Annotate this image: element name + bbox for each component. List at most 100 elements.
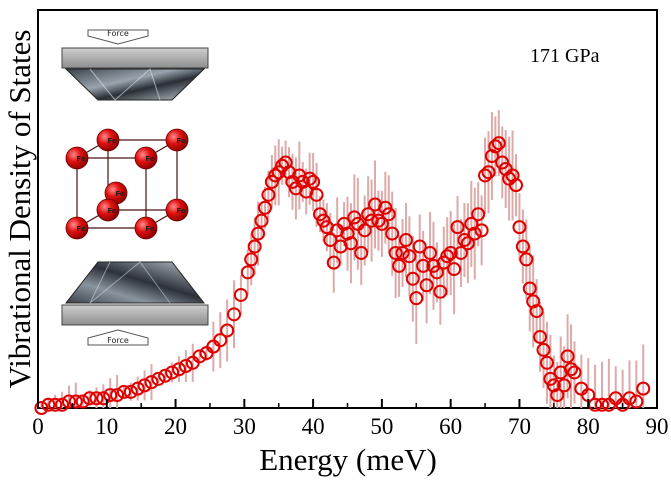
x-tick-label: 70 bbox=[508, 414, 531, 439]
data-point bbox=[405, 271, 420, 286]
data-point bbox=[423, 245, 438, 260]
data-point bbox=[192, 349, 207, 364]
data-point bbox=[488, 139, 503, 154]
data-point bbox=[550, 388, 565, 403]
data-point bbox=[158, 368, 173, 383]
fe-atom: Fe bbox=[165, 198, 189, 222]
data-point bbox=[557, 378, 572, 393]
data-point bbox=[306, 174, 321, 189]
x-tick-label: 10 bbox=[95, 414, 118, 439]
data-point bbox=[567, 365, 582, 380]
data-point bbox=[429, 265, 444, 280]
data-point bbox=[151, 371, 166, 386]
data-point bbox=[309, 187, 324, 202]
x-tick-label: 20 bbox=[164, 414, 187, 439]
fe-atom: Fe bbox=[65, 216, 89, 240]
data-point bbox=[402, 249, 417, 264]
fe-atoms: Fe Fe Fe Fe Fe Fe Fe Fe Fe bbox=[65, 128, 189, 240]
data-point bbox=[539, 355, 554, 370]
data-point bbox=[357, 223, 372, 238]
data-point bbox=[130, 381, 145, 396]
data-point bbox=[453, 245, 468, 260]
data-point bbox=[213, 333, 228, 348]
data-point bbox=[636, 381, 651, 396]
data-point bbox=[96, 391, 111, 406]
svg-text:Fe: Fe bbox=[115, 190, 124, 198]
data-point bbox=[68, 394, 83, 409]
svg-text:Fe: Fe bbox=[107, 207, 116, 215]
x-tick-label: 0 bbox=[32, 414, 44, 439]
data-point bbox=[103, 388, 118, 403]
x-axis-ticks: 0 10 20 30 40 50 60 70 80 90 bbox=[32, 399, 669, 439]
data-point bbox=[110, 388, 125, 403]
svg-text:Fe: Fe bbox=[145, 225, 154, 233]
data-point bbox=[594, 397, 609, 412]
x-tick-label: 50 bbox=[370, 414, 393, 439]
data-point bbox=[416, 258, 431, 273]
data-point bbox=[343, 236, 358, 251]
x-axis-label: Energy (meV) bbox=[259, 442, 437, 477]
x-tick-label: 80 bbox=[577, 414, 600, 439]
data-point bbox=[354, 245, 369, 260]
fe-atom: Fe bbox=[165, 128, 189, 152]
bottom-plate bbox=[61, 304, 209, 326]
bottom-diamond bbox=[64, 261, 206, 304]
data-point bbox=[116, 384, 131, 399]
data-point bbox=[481, 165, 496, 180]
data-point bbox=[82, 391, 97, 406]
data-point bbox=[512, 220, 527, 235]
x-tick-label: 30 bbox=[233, 414, 256, 439]
data-point bbox=[457, 233, 472, 248]
data-point bbox=[509, 178, 524, 193]
force-arrow-bottom bbox=[87, 329, 149, 346]
data-point bbox=[409, 291, 424, 306]
x-tick-label: 40 bbox=[302, 414, 325, 439]
data-point bbox=[385, 226, 400, 241]
data-point bbox=[178, 359, 193, 374]
svg-text:Fe: Fe bbox=[76, 225, 85, 233]
data-point bbox=[388, 245, 403, 260]
data-point bbox=[123, 384, 138, 399]
data-point bbox=[522, 281, 537, 296]
data-point bbox=[89, 391, 104, 406]
data-point bbox=[536, 342, 551, 357]
pressure-annotation: 171 GPa bbox=[530, 45, 600, 67]
data-point bbox=[254, 213, 269, 228]
svg-text:Fe: Fe bbox=[176, 137, 185, 145]
bcc-lattice bbox=[76, 139, 178, 229]
force-arrow-top bbox=[87, 29, 149, 45]
data-point bbox=[491, 136, 506, 151]
data-point bbox=[440, 249, 455, 264]
data-point bbox=[75, 394, 90, 409]
data-point bbox=[392, 258, 407, 273]
data-point bbox=[564, 362, 579, 377]
data-point bbox=[41, 397, 56, 412]
data-point bbox=[433, 284, 448, 299]
data-point bbox=[371, 213, 386, 228]
data-point bbox=[478, 168, 493, 183]
data-point bbox=[244, 252, 259, 267]
data-point bbox=[447, 262, 462, 277]
data-point bbox=[326, 255, 341, 270]
data-point bbox=[247, 239, 262, 254]
data-point bbox=[467, 226, 482, 241]
top-diamond bbox=[64, 68, 206, 101]
data-point bbox=[137, 378, 152, 393]
data-point bbox=[257, 200, 272, 215]
data-point bbox=[515, 239, 530, 254]
data-point bbox=[533, 329, 548, 344]
data-point bbox=[419, 278, 434, 293]
fe-atom: Fe bbox=[65, 146, 89, 170]
data-point bbox=[48, 397, 63, 412]
data-point bbox=[629, 394, 644, 409]
svg-text:Fe: Fe bbox=[176, 207, 185, 215]
data-point bbox=[227, 307, 242, 322]
data-point bbox=[622, 391, 637, 406]
data-point bbox=[374, 216, 389, 231]
data-point bbox=[55, 397, 70, 412]
data-point bbox=[398, 233, 413, 248]
data-point bbox=[560, 349, 575, 364]
y-axis-label: Vibrational Density of States bbox=[2, 30, 37, 389]
data-point bbox=[233, 287, 248, 302]
